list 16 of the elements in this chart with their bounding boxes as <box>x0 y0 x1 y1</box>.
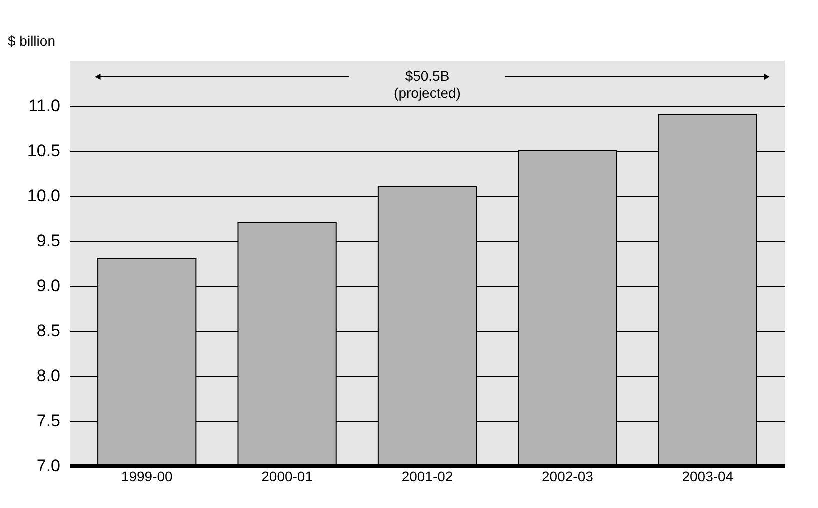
y-tick-label: 9.5 <box>36 232 60 250</box>
x-tick-label: 2003-04 <box>682 468 734 484</box>
y-tick-label: 7.5 <box>36 412 60 430</box>
y-tick-label: 11.0 <box>28 96 60 116</box>
y-tick-label: 8.5 <box>36 322 60 340</box>
y-tick-label: 9.0 <box>36 276 60 296</box>
y-axis-title: $ billion <box>8 33 56 49</box>
x-tick-label: 2002-03 <box>542 468 594 484</box>
x-tick-label: 2001-02 <box>402 468 454 484</box>
y-tick-label: 7.0 <box>36 456 60 476</box>
y-tick-label: 10.0 <box>27 186 60 206</box>
y-tick-label: 8.0 <box>36 366 60 386</box>
x-tick-label: 1999-00 <box>121 468 174 484</box>
x-tick-label: 2000-01 <box>262 468 314 484</box>
y-tick-label: 10.5 <box>27 142 60 160</box>
annotation: $50.5B (projected) <box>394 68 461 101</box>
